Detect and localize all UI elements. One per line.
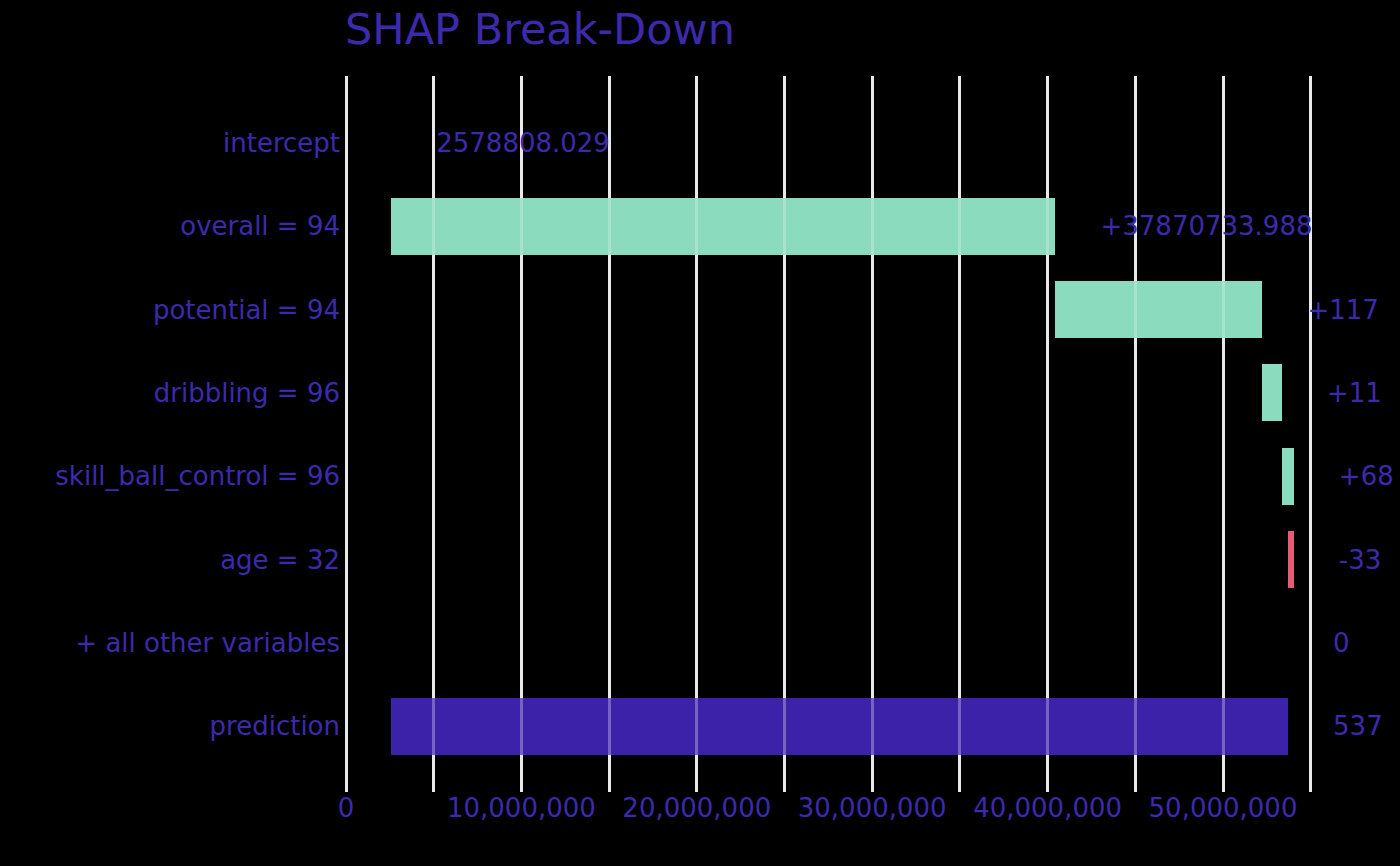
gridline-overlay <box>432 698 435 755</box>
gridline-overlay <box>1046 198 1049 255</box>
row-label-positive-1: overall = 94 <box>0 208 340 244</box>
row-value-intercept-0: 2578808.029 <box>436 125 610 161</box>
row-value-prediction-7: 537 <box>1333 708 1383 744</box>
gridline <box>520 76 523 792</box>
gridline-overlay <box>1134 281 1137 338</box>
gridline <box>958 76 961 792</box>
row-value-positive-4: +68 <box>1339 458 1394 494</box>
chart-title: SHAP Break-Down <box>345 8 735 51</box>
row-value-positive-2: +117 <box>1307 292 1378 328</box>
gridline-overlay <box>1046 698 1049 755</box>
row-label-negative-5: age = 32 <box>0 542 340 578</box>
bar-positive-3 <box>1262 364 1281 421</box>
gridline <box>783 76 786 792</box>
gridline <box>695 76 698 792</box>
gridline-overlay <box>608 698 611 755</box>
gridline-overlay <box>695 698 698 755</box>
bar-positive-1 <box>391 198 1055 255</box>
bar-prediction-7 <box>391 698 1288 755</box>
gridline-overlay <box>1134 698 1137 755</box>
gridline <box>432 76 435 792</box>
row-label-positive-4: skill_ball_control = 96 <box>0 458 340 494</box>
gridline <box>345 76 348 792</box>
gridline <box>1134 76 1137 792</box>
gridline-overlay <box>1222 281 1225 338</box>
gridline <box>608 76 611 792</box>
row-label-prediction-7: prediction <box>0 708 340 744</box>
gridline-overlay <box>783 198 786 255</box>
gridline-overlay <box>871 198 874 255</box>
gridline-overlay <box>520 198 523 255</box>
row-label-intercept-0: intercept <box>0 125 340 161</box>
gridline <box>871 76 874 792</box>
gridline-overlay <box>432 198 435 255</box>
gridline-overlay <box>1222 698 1225 755</box>
gridline <box>1046 76 1049 792</box>
shap-breakdown-chart: SHAP Break-Down intercept 2578808.029 over… <box>0 0 1400 866</box>
gridline-overlay <box>783 698 786 755</box>
row-value-positive-1: +37870733.988 <box>1100 208 1312 244</box>
gridline-overlay <box>608 198 611 255</box>
row-label-positive-2: potential = 94 <box>0 292 340 328</box>
row-label-neutral-6: + all other variables <box>0 625 340 661</box>
gridline <box>1222 76 1225 792</box>
bar-positive-2 <box>1055 281 1262 338</box>
row-value-negative-5: -33 <box>1339 542 1381 578</box>
x-tick-label: 50,000,000 <box>1103 791 1343 825</box>
gridline-overlay <box>871 698 874 755</box>
gridline-overlay <box>520 698 523 755</box>
gridline-overlay <box>958 698 961 755</box>
row-value-neutral-6: 0 <box>1333 625 1350 661</box>
gridline <box>1309 76 1312 792</box>
bar-negative-5 <box>1288 531 1294 588</box>
row-label-positive-3: dribbling = 96 <box>0 375 340 411</box>
row-value-positive-3: +11 <box>1327 375 1382 411</box>
gridline-overlay <box>695 198 698 255</box>
gridline-overlay <box>958 198 961 255</box>
bar-positive-4 <box>1282 448 1294 505</box>
